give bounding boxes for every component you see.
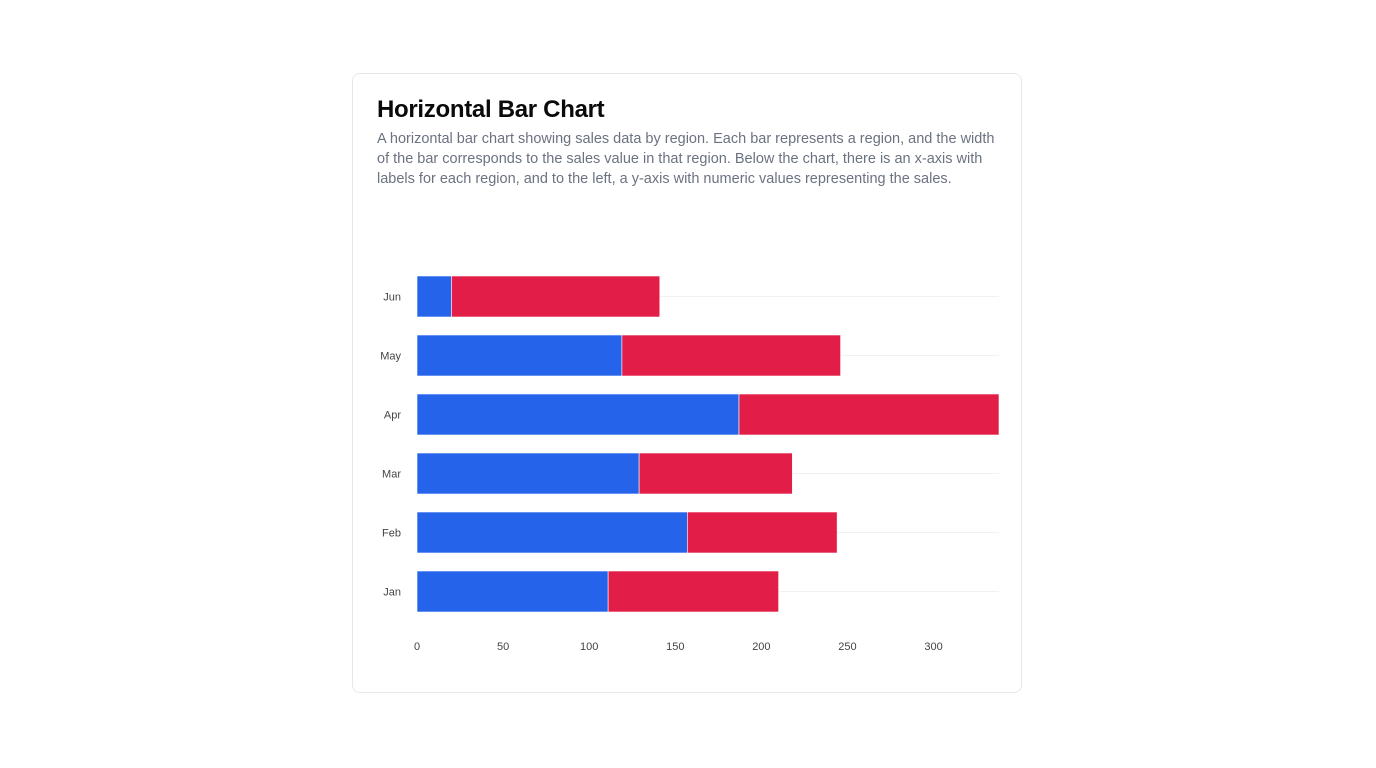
x-tick-label: 250	[838, 641, 856, 653]
bar-jun-series-2	[451, 275, 661, 318]
bar-feb-series-1	[416, 511, 688, 554]
y-tick-label: Jun	[383, 292, 401, 304]
y-tick-label: May	[380, 351, 401, 363]
y-tick-label: Apr	[384, 410, 401, 422]
chart-description: A horizontal bar chart showing sales dat…	[377, 131, 995, 187]
bars	[416, 275, 1000, 613]
bar-mar-series-1	[416, 452, 640, 495]
x-tick-label: 150	[666, 641, 684, 653]
y-tick-label: Mar	[382, 469, 401, 481]
y-tick-label: Jan	[383, 587, 401, 599]
bar-mar-series-2	[638, 452, 793, 495]
bar-may-series-2	[621, 334, 841, 377]
x-tick-label: 0	[414, 641, 420, 653]
bar-apr-series-1	[416, 393, 740, 436]
x-tick-label: 100	[580, 641, 598, 653]
x-tick-label: 200	[752, 641, 770, 653]
x-tick-label: 50	[497, 641, 509, 653]
chart-title: Horizontal Bar Chart	[377, 96, 605, 123]
x-axis: 0 50 100 150 200 250 300	[414, 641, 943, 653]
bar-jun-series-1	[416, 275, 452, 318]
x-tick-label: 300	[924, 641, 942, 653]
bar-feb-series-2	[687, 511, 838, 554]
y-tick-label: Feb	[382, 528, 401, 540]
bar-jan-series-2	[607, 570, 779, 613]
bar-apr-series-2	[738, 393, 1000, 436]
bar-jan-series-1	[416, 570, 609, 613]
bar-may-series-1	[416, 334, 623, 377]
y-axis: Jan Feb Mar Apr May Jun	[380, 292, 401, 599]
bar-chart: Jan Feb Mar Apr May Jun 0 50 100 150 200 250 300	[380, 275, 1000, 653]
chart-card: Horizontal Bar Chart A horizontal bar ch…	[352, 73, 1022, 693]
